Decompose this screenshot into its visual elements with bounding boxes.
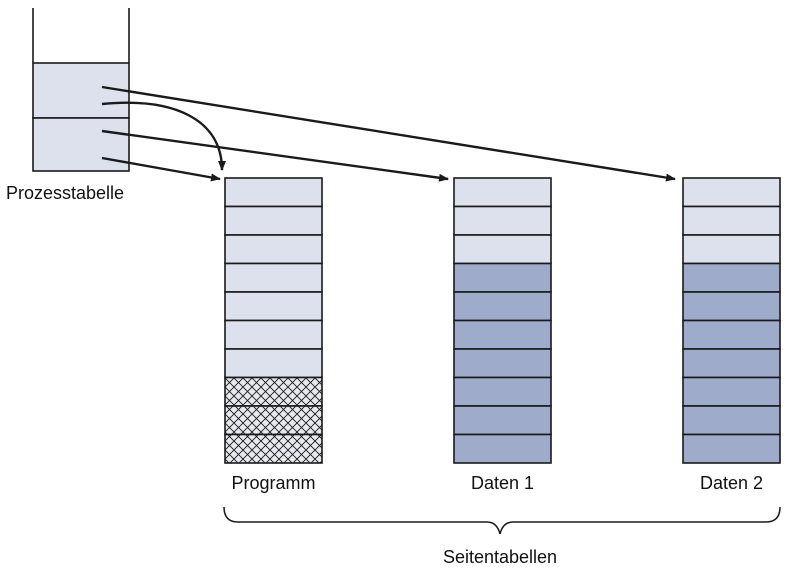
page-table-programm-entry-5 (224, 291, 323, 322)
pointer-arrows (101, 85, 676, 182)
page-table-daten-2-entry-9 (682, 405, 781, 436)
page-table-daten-2-entry-6 (682, 319, 781, 350)
arrow-to-daten-1 (101, 129, 449, 182)
page-table-daten-2-label: Daten 2 (700, 473, 763, 493)
page-table-daten-2-entry-4 (682, 262, 781, 293)
page-table-daten-1-entry-6 (453, 319, 552, 350)
page-table-daten-2-entry-5 (682, 291, 781, 322)
page-table-programm-entry-2 (224, 205, 323, 236)
page-tables: Programm Daten 1 Daten 2 (224, 177, 781, 493)
page-table-daten-1-entry-3 (453, 234, 552, 265)
page-table-programm-entry-10 (224, 433, 323, 464)
process-table-label: Prozesstabelle (6, 183, 124, 203)
page-tables-brace (223, 506, 781, 535)
page-table-programm-entry-3 (224, 234, 323, 265)
page-table-daten-2-entry-1 (682, 177, 781, 208)
page-table-daten-2-entry-2 (682, 205, 781, 236)
page-table-daten-1-entry-9 (453, 405, 552, 436)
arrow-to-daten-2 (101, 85, 676, 182)
page-table-programm: Programm (224, 177, 323, 493)
page-table-programm-entry-1 (224, 177, 323, 208)
page-table-daten-1: Daten 1 (453, 177, 552, 493)
page-table-daten-2-entry-10 (682, 433, 781, 464)
arrow-to-programm (101, 156, 221, 182)
page-table-daten-1-entry-10 (453, 433, 552, 464)
page-tables-label: Seitentabellen (443, 547, 557, 567)
page-table-daten-1-entry-8 (453, 376, 552, 407)
page-table-programm-entry-6 (224, 319, 323, 350)
page-table-daten-1-entry-1 (453, 177, 552, 208)
page-table-programm-entry-7 (224, 348, 323, 379)
arrow-curved-to-programm (101, 101, 226, 171)
page-table-daten-2-entry-7 (682, 348, 781, 379)
page-table-daten-2: Daten 2 (682, 177, 781, 493)
page-table-programm-entry-8 (224, 376, 323, 407)
process-table-entry-1 (32, 62, 130, 119)
page-table-daten-2-entry-3 (682, 234, 781, 265)
page-table-daten-1-entry-7 (453, 348, 552, 379)
page-table-programm-entry-4 (224, 262, 323, 293)
page-table-programm-label: Programm (231, 473, 315, 493)
process-table-entry-2 (32, 117, 130, 172)
page-table-daten-1-entry-5 (453, 291, 552, 322)
page-table-daten-1-entry-4 (453, 262, 552, 293)
page-table-daten-2-entry-8 (682, 376, 781, 407)
page-table-daten-1-entry-2 (453, 205, 552, 236)
process-table: Prozesstabelle (6, 8, 130, 203)
page-table-programm-entry-9 (224, 405, 323, 436)
page-table-daten-1-label: Daten 1 (471, 473, 534, 493)
